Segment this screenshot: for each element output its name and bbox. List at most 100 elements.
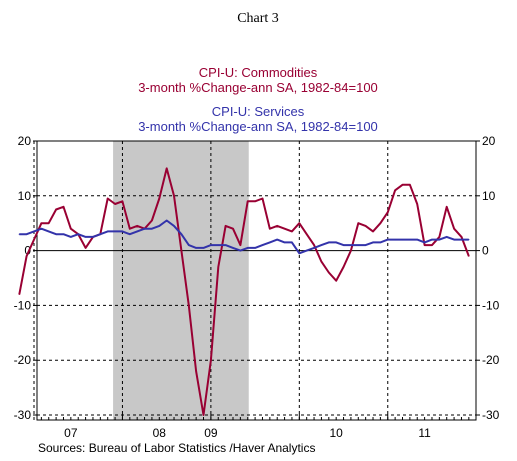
- y-tick-label-right-0: 20: [482, 134, 496, 148]
- series-0-point-35: [276, 225, 278, 227]
- series-1-point-53: [409, 239, 411, 241]
- year-label-09: 09: [204, 426, 218, 440]
- series-0-point-16: [136, 225, 138, 227]
- series-1-point-45: [350, 244, 352, 246]
- series-1-point-52: [401, 239, 404, 241]
- series-0-point-21: [173, 195, 175, 197]
- source-note: Sources: Bureau of Labor Statistics /Hav…: [38, 441, 315, 455]
- series-1-point-44: [342, 244, 345, 246]
- y-tick-label-right-3: -10: [482, 298, 500, 312]
- y-tick-label-left-2: 0: [24, 244, 31, 258]
- series-1-point-32: [254, 247, 256, 249]
- series-1-point-19: [158, 225, 160, 227]
- series-0-point-48: [372, 230, 374, 232]
- series-1-point-51: [394, 239, 396, 241]
- series-1-point-1: [26, 233, 28, 235]
- series-1-point-13: [114, 230, 116, 232]
- series-0-point-4: [48, 222, 50, 224]
- series-0-point-13: [114, 203, 116, 205]
- year-label-08: 08: [153, 426, 167, 440]
- series-0-point-42: [328, 271, 330, 274]
- series-1-point-6: [62, 233, 65, 235]
- series-0-point-37: [291, 230, 293, 232]
- series-0-point-0: [18, 293, 20, 295]
- series-1-point-14: [121, 230, 123, 232]
- series-1-point-48: [372, 241, 374, 243]
- series-0-point-29: [232, 228, 234, 230]
- series-1-point-34: [269, 241, 271, 243]
- series-line-1: [19, 219, 469, 255]
- series-1-point-42: [328, 241, 330, 243]
- series-1-point-20: [166, 219, 168, 222]
- y-tick-label-left-5: -30: [14, 408, 32, 422]
- series-1-point-29: [232, 247, 234, 249]
- series-1-point-60: [460, 239, 463, 241]
- y-tick-label-right-5: -30: [482, 408, 500, 422]
- series-1-point-10: [92, 236, 94, 238]
- series-0-point-27: [217, 266, 219, 268]
- series-1-point-3: [40, 228, 43, 230]
- y-tick-label-right-2: 0: [482, 244, 489, 258]
- title-line-3: 3-month %Change-ann SA, 1982-84=100: [138, 119, 378, 134]
- series-0-point-23: [188, 304, 190, 306]
- series-0-point-49: [379, 222, 381, 224]
- series-1-point-38: [298, 252, 300, 254]
- series-0-point-36: [284, 228, 286, 230]
- series-0-point-38: [298, 222, 300, 224]
- series-0-point-31: [247, 200, 249, 202]
- y-tick-label-right-4: -20: [482, 353, 500, 367]
- series-1-point-25: [202, 247, 205, 249]
- series-0-point-40: [313, 244, 315, 246]
- series-0-point-9: [85, 247, 87, 249]
- series-1-point-12: [107, 230, 109, 232]
- series-1-point-24: [195, 247, 197, 249]
- series-1-point-61: [468, 239, 470, 241]
- series-1-point-59: [453, 239, 455, 241]
- series-0-point-46: [357, 222, 359, 224]
- series-0-point-7: [70, 228, 72, 230]
- series-1-point-58: [446, 236, 448, 238]
- series-0-point-52: [401, 184, 404, 186]
- series-1-point-30: [239, 250, 241, 252]
- series-1-point-15: [129, 233, 131, 235]
- series-1-point-56: [431, 239, 433, 241]
- y-tick-label-left-1: 10: [18, 189, 32, 203]
- series-1-point-5: [55, 233, 57, 235]
- series-1-point-54: [416, 239, 418, 241]
- series-1-point-4: [48, 230, 50, 232]
- series-0-point-2: [33, 239, 35, 241]
- series-1-point-27: [217, 244, 219, 246]
- series-0-point-22: [180, 250, 182, 252]
- series-0-point-55: [424, 244, 426, 246]
- series-1-point-39: [306, 250, 308, 252]
- series-0-point-44: [342, 266, 345, 268]
- series-1-point-46: [357, 244, 359, 246]
- series-1-point-26: [210, 244, 212, 246]
- series-1-point-0: [18, 233, 20, 235]
- title-line-2: CPI-U: Services: [212, 104, 305, 119]
- series-0-point-50: [387, 211, 389, 213]
- series-0-point-53: [409, 184, 411, 186]
- series-0-point-56: [431, 244, 433, 246]
- series-0-point-61: [468, 255, 470, 257]
- year-label-11: 11: [418, 426, 431, 440]
- series-1-point-31: [247, 247, 249, 249]
- series-0-point-24: [195, 370, 197, 372]
- series-0-point-28: [225, 225, 227, 227]
- series-0-point-1: [26, 255, 28, 257]
- series-1-point-37: [291, 241, 293, 243]
- series-0-point-58: [446, 206, 448, 208]
- series-1-point-2: [33, 230, 35, 232]
- y-tick-label-left-0: 20: [18, 134, 32, 148]
- series-1-point-33: [261, 244, 264, 246]
- series-0-point-39: [306, 233, 308, 235]
- series-0-point-5: [55, 208, 57, 211]
- series-1-point-43: [335, 241, 337, 243]
- series-1-point-35: [276, 239, 278, 241]
- plot-area: 20 20 10 10 0 0 -10 -10 -20 -20 -30 -30 07 08 09 10 11: [14, 134, 500, 440]
- series-0-point-25: [202, 414, 205, 416]
- series-0-point-18: [151, 219, 153, 222]
- series-1-point-8: [77, 233, 79, 235]
